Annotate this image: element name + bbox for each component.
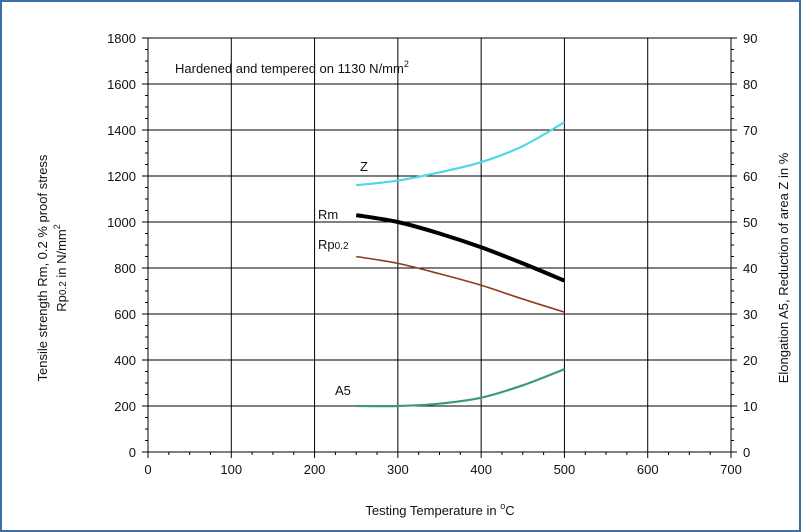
y-right-tick-label-2: 20	[743, 353, 757, 368]
y-left-tick-label-0: 0	[129, 445, 136, 460]
series-label-rp-sub: 0.2	[335, 241, 349, 252]
y-left-tick-label-2: 400	[114, 353, 136, 368]
series-label-rm: Rm	[318, 207, 338, 222]
y-right-tick-label-9: 90	[743, 31, 757, 46]
y-left-title-line1: Tensile strength Rm, 0.2 % proof stress	[35, 154, 50, 381]
series-line-rp02	[356, 255, 565, 313]
y-right-tick-label-8: 80	[743, 77, 757, 92]
y-right-tick-label-1: 10	[743, 399, 757, 414]
y-right-tick-label-4: 40	[743, 261, 757, 276]
x-axis-title: Testing Temperature in oC	[365, 501, 514, 518]
y-right-title: Elongation A5, Reduction of area Z in %	[776, 152, 791, 383]
y-left-title-unit: in N/mm	[54, 229, 69, 281]
annotation-superscript: 2	[404, 59, 409, 69]
series-label-rp: Rp0.2	[318, 237, 349, 252]
series	[355, 121, 566, 408]
x-tick-label-1: 100	[220, 462, 242, 477]
annotation-text: Hardened and tempered on 1130 N/mm	[175, 61, 404, 76]
y-left-title-rp: Rp	[54, 295, 69, 312]
x-tick-label-5: 500	[554, 462, 576, 477]
y-right-tick-label-7: 70	[743, 123, 757, 138]
y-left-tick-label-1: 200	[114, 399, 136, 414]
y-left-tick-label-6: 1200	[107, 169, 136, 184]
x-axis-title-sup: o	[500, 501, 505, 511]
series-label-a5: A5	[335, 383, 351, 398]
grid	[147, 37, 732, 453]
y-left-title-line2: Rp0.2 in N/mm2	[52, 224, 69, 312]
series-line-a5	[356, 368, 565, 408]
y-right-tick-label-0: 0	[743, 445, 750, 460]
y-left-tick-label-9: 1800	[107, 31, 136, 46]
y-left-tick-label-5: 1000	[107, 215, 136, 230]
series-label-z: Z	[360, 159, 368, 174]
x-tick-label-2: 200	[304, 462, 326, 477]
series-line-z	[356, 121, 565, 187]
chart-annotation: Hardened and tempered on 1130 N/mm2	[175, 59, 409, 76]
x-tick-label-4: 400	[470, 462, 492, 477]
y-left-tick-label-3: 600	[114, 307, 136, 322]
x-tick-label-3: 300	[387, 462, 409, 477]
y-right-tick-label-5: 50	[743, 215, 757, 230]
y-right-tick-label-3: 30	[743, 307, 757, 322]
x-tick-label-6: 600	[637, 462, 659, 477]
axes: 0 100 200 300 400 500 600 700020040060080010001…	[107, 31, 757, 477]
y-right-tick-label-6: 60	[743, 169, 757, 184]
y-left-tick-label-7: 1400	[107, 123, 136, 138]
series-label-rp-main: Rp	[318, 237, 335, 252]
y-left-title-sup: 2	[52, 224, 62, 229]
series-line-rm	[355, 213, 566, 283]
x-axis-title-main: Testing Temperature in	[365, 503, 500, 518]
y-left-tick-label-8: 1600	[107, 77, 136, 92]
x-tick-label-0: 0	[144, 462, 151, 477]
y-left-title-rp-sub: 0.2	[58, 281, 69, 295]
x-axis-title-tail: C	[505, 503, 514, 518]
x-tick-label-7: 700	[720, 462, 742, 477]
y-left-tick-label-4: 800	[114, 261, 136, 276]
